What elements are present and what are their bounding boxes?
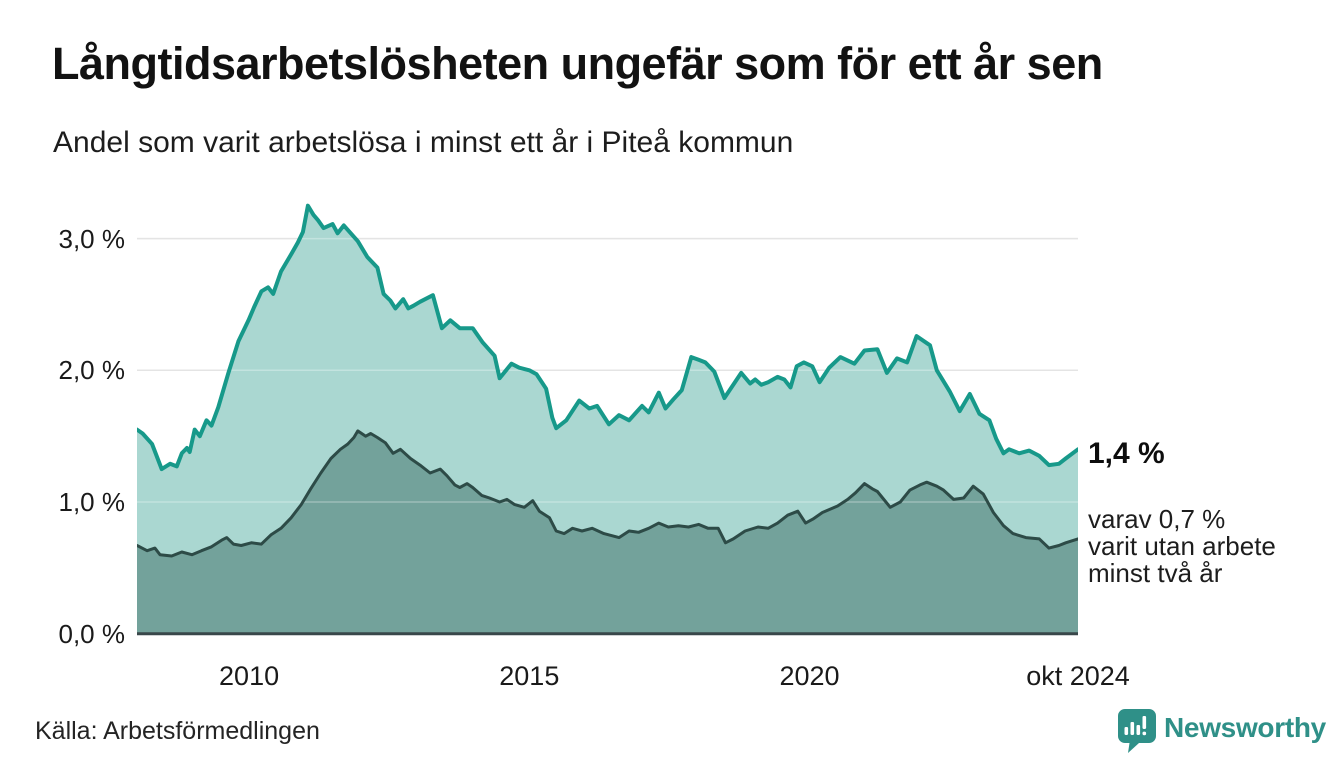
newsworthy-logo-icon bbox=[1118, 709, 1156, 753]
x-tick-label: okt 2024 bbox=[1026, 661, 1130, 691]
newsworthy-logo: Newsworthy bbox=[1116, 708, 1326, 754]
y-tick-label: 0,0 % bbox=[58, 618, 126, 649]
page-subtitle: Andel som varit arbetslösa i minst ett å… bbox=[53, 126, 794, 159]
y-tick-label: 1,0 % bbox=[58, 487, 126, 517]
page-title: Långtidsarbetslösheten ungefär som för e… bbox=[52, 38, 1103, 89]
y-tick-label: 3,0 % bbox=[58, 223, 126, 254]
x-tick-label: 2010 bbox=[219, 661, 280, 691]
x-tick-label: 2015 bbox=[499, 661, 560, 691]
source-credit: Källa: Arbetsförmedlingen bbox=[35, 717, 320, 745]
end-value-label: 1,4 % bbox=[1088, 437, 1165, 470]
end-value-sublabel: varav 0,7 % varit utan arbete minst två år bbox=[1088, 506, 1276, 587]
y-tick-label: 2,0 % bbox=[58, 355, 126, 386]
annotation-line: minst två år bbox=[1088, 558, 1223, 588]
annotation-line: varit utan arbete bbox=[1088, 531, 1276, 561]
x-tick-label: 2020 bbox=[779, 661, 840, 691]
brand-text: Newsworthy bbox=[1164, 712, 1326, 743]
annotation-line: varav 0,7 % bbox=[1088, 504, 1226, 534]
chart-area bbox=[137, 203, 1078, 636]
